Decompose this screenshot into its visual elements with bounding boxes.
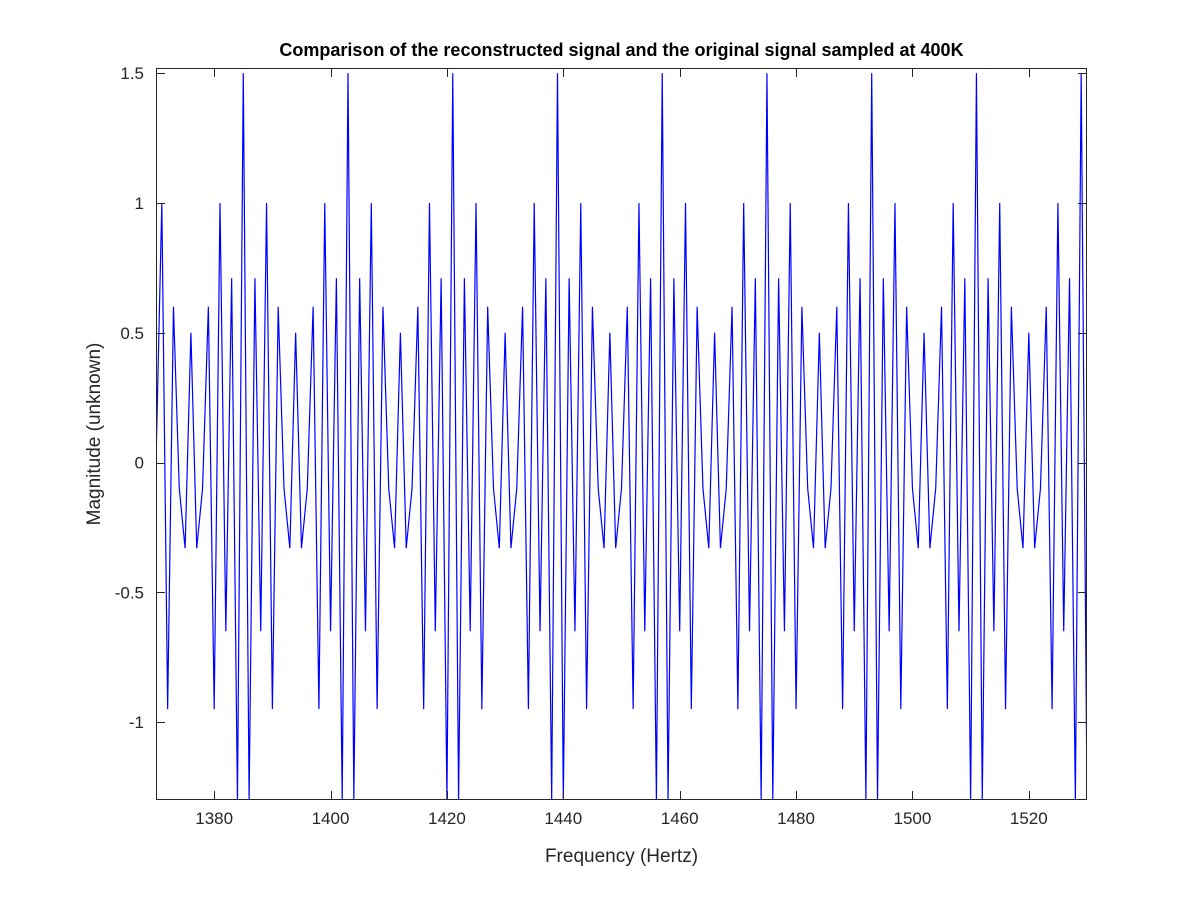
- x-tick-label: 1420: [428, 809, 466, 828]
- y-tick-label: -1: [129, 713, 144, 732]
- y-tick-label: 0: [135, 454, 144, 473]
- x-tick-label: 1480: [777, 809, 815, 828]
- x-tick-label: 1500: [894, 809, 932, 828]
- plot-area: [156, 68, 1087, 800]
- series-line-signal: [156, 73, 1087, 800]
- y-tick-label: -0.5: [115, 583, 144, 602]
- y-tick-label: 0.5: [120, 324, 144, 343]
- y-tick-label: 1.5: [120, 64, 144, 83]
- x-tick-label: 1520: [1010, 809, 1048, 828]
- chart-title: Comparison of the reconstructed signal a…: [279, 40, 963, 60]
- x-tick-label: 1400: [312, 809, 350, 828]
- x-tick-label: 1440: [544, 809, 582, 828]
- y-axis-label: Magnitude (unknown): [84, 343, 105, 526]
- axes-box: [156, 68, 1087, 800]
- x-axis-label: Frequency (Hertz): [545, 846, 698, 867]
- x-tick-label: 1380: [195, 809, 233, 828]
- series-layer: [156, 73, 1087, 800]
- ticks-layer: 1380 1400 1420 1440 1460 1480 1500 1520 -1 -0.5 0 0…: [115, 64, 1087, 828]
- x-tick-label: 1460: [661, 809, 699, 828]
- y-tick-label: 1: [135, 194, 144, 213]
